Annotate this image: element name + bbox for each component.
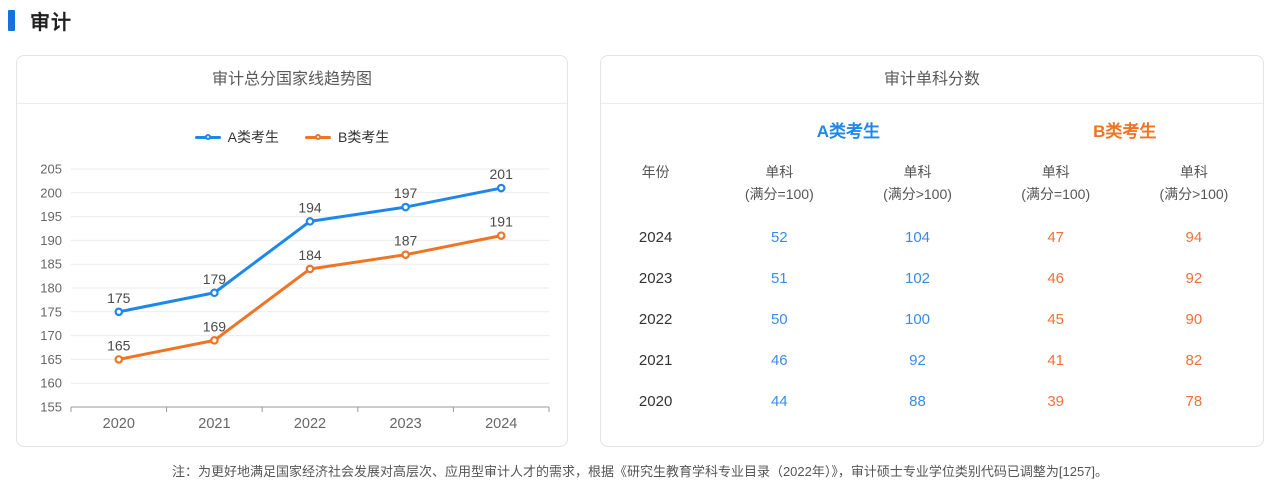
panels-row: 审计总分国家线趋势图 A类考生 B类考生 155 160 165 170 175 180 18… <box>16 55 1264 447</box>
svg-text:155: 155 <box>40 400 62 415</box>
legend-marker-icon <box>305 131 331 143</box>
svg-text:165: 165 <box>40 352 62 367</box>
svg-text:169: 169 <box>203 318 227 334</box>
legend-label: B类考生 <box>338 129 390 145</box>
group-header-b: B类考生 <box>1093 121 1157 141</box>
score-cell: 41 <box>1047 352 1065 370</box>
year-cell: 2023 <box>638 270 673 288</box>
score-cell: 90 <box>1185 311 1203 329</box>
score-table-body: 2024 52 104 47 94 2023 51 102 46 92 2022 50 100 45 90 2… <box>601 217 1263 422</box>
svg-text:200: 200 <box>40 185 62 200</box>
svg-text:194: 194 <box>298 199 322 215</box>
year-cell: 2024 <box>638 229 673 247</box>
chart-card-title: 审计总分国家线趋势图 <box>17 56 567 104</box>
score-cell: 102 <box>904 270 931 288</box>
title-accent-bar <box>8 9 15 31</box>
year-cell: 2020 <box>638 393 673 411</box>
svg-text:2022: 2022 <box>294 416 326 432</box>
table-row: 2020 44 88 39 78 <box>601 381 1263 422</box>
score-cell: 78 <box>1185 393 1203 411</box>
svg-text:201: 201 <box>490 166 514 182</box>
legend-item[interactable]: B类考生 <box>305 127 389 147</box>
score-table-header-row: 年份 单科 (满分=100) 单科 (满分>100) 单科 (满分=100) 单科 (满… <box>601 154 1263 217</box>
chart-legend: A类考生 B类考生 <box>17 124 567 150</box>
score-cell: 46 <box>770 352 788 370</box>
legend-item[interactable]: A类考生 <box>194 127 279 147</box>
table-row: 2021 46 92 41 82 <box>601 340 1263 381</box>
score-cell: 88 <box>909 393 926 411</box>
trend-chart-card: 审计总分国家线趋势图 A类考生 B类考生 155 160 165 170 175 180 18… <box>16 55 568 447</box>
table-row: 2023 51 102 46 92 <box>601 258 1263 299</box>
score-cell: 39 <box>1047 393 1065 411</box>
trend-chart[interactable]: 155 160 165 170 175 180 185 190 195 200 205 2020 202… <box>17 154 568 447</box>
table-row: 2022 50 100 45 90 <box>601 299 1263 340</box>
svg-text:175: 175 <box>40 304 62 319</box>
score-cell: 44 <box>770 393 788 411</box>
page-title: 审计 <box>30 11 72 34</box>
score-cell: 52 <box>770 229 788 247</box>
svg-text:2024: 2024 <box>485 416 517 432</box>
score-table: 年份 单科 (满分=100) 单科 (满分>100) 单科 (满分=100) 单科 (满… <box>601 154 1263 422</box>
svg-text:187: 187 <box>394 233 418 249</box>
svg-text:179: 179 <box>203 271 227 287</box>
group-header-a: A类考生 <box>816 121 881 141</box>
svg-text:205: 205 <box>40 162 62 177</box>
svg-text:2021: 2021 <box>198 416 230 432</box>
col-header-a-over100: 单科 (满分>100) <box>883 164 952 202</box>
svg-text:165: 165 <box>107 337 131 353</box>
score-cell: 82 <box>1185 352 1203 370</box>
score-cell: 100 <box>904 311 931 329</box>
score-cell: 50 <box>770 311 788 329</box>
svg-text:2020: 2020 <box>103 416 135 432</box>
score-cell: 92 <box>1185 270 1203 288</box>
footnote: 注：为更好地满足国家经济社会发展对高层次、应用型审计人才的需求，根据《研究生教育… <box>171 464 1109 479</box>
col-header-b-full100: 单科 (满分=100) <box>1021 164 1091 202</box>
score-cell: 92 <box>909 352 926 370</box>
svg-text:160: 160 <box>40 376 62 391</box>
svg-text:2023: 2023 <box>389 416 421 432</box>
score-cell: 45 <box>1047 311 1065 329</box>
col-header-a-full100: 单科 (满分=100) <box>744 164 814 202</box>
svg-text:175: 175 <box>107 290 131 306</box>
score-cell: 51 <box>770 270 788 288</box>
page-header: 审计 <box>8 8 72 34</box>
svg-text:191: 191 <box>490 214 514 230</box>
scores-card-title: 审计单科分数 <box>601 56 1263 104</box>
score-cell: 46 <box>1047 270 1065 288</box>
svg-text:170: 170 <box>40 328 62 343</box>
scores-card: 审计单科分数 A类考生 B类考生 年份 单科 (满分=100) 单科 (满分>100… <box>600 55 1264 447</box>
svg-text:185: 185 <box>40 257 62 272</box>
group-header-row: A类考生 B类考生 <box>601 104 1263 150</box>
col-header-year: 年份 <box>641 164 670 180</box>
year-cell: 2022 <box>638 311 673 329</box>
svg-text:197: 197 <box>394 185 418 201</box>
year-cell: 2021 <box>638 352 673 370</box>
table-row: 2024 52 104 47 94 <box>601 217 1263 258</box>
svg-text:195: 195 <box>40 209 62 224</box>
score-cell: 104 <box>904 229 931 247</box>
svg-text:184: 184 <box>298 247 322 263</box>
svg-text:180: 180 <box>40 281 62 296</box>
legend-marker-icon <box>194 131 221 143</box>
legend-label: A类考生 <box>227 129 279 145</box>
col-header-b-over100: 单科 (满分>100) <box>1159 164 1229 202</box>
score-cell: 94 <box>1185 229 1203 247</box>
svg-text:190: 190 <box>40 233 62 248</box>
score-cell: 47 <box>1047 229 1065 247</box>
